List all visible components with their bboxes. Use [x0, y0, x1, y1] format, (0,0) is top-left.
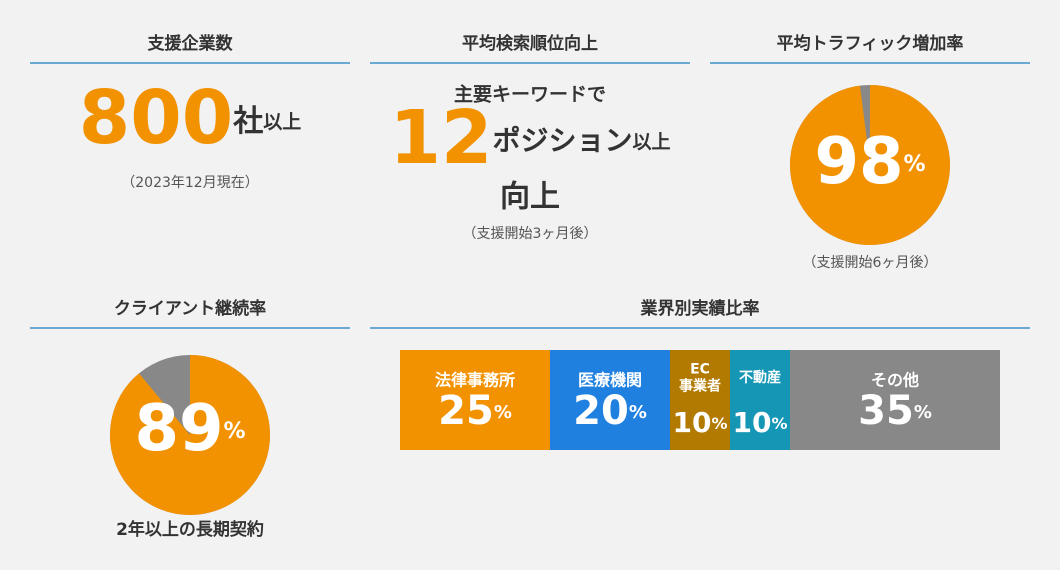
segment-number: 35: [858, 388, 914, 434]
stat-prefix: 主要キーワードで: [454, 84, 606, 106]
stat-title: 平均トラフィック増加率: [777, 33, 964, 54]
segment-label: その他: [871, 371, 919, 390]
stat-suffix: 以上: [263, 111, 301, 133]
segment-unit: %: [711, 414, 727, 433]
bar-segment: [670, 350, 730, 450]
stat-note: （支援開始6ヶ月後）: [803, 255, 938, 271]
stat-suffix: 以上: [632, 131, 670, 153]
stat-unit: 社: [232, 104, 263, 139]
stat-note: 2年以上の長期契約: [116, 519, 264, 540]
segment-value: 35%: [858, 388, 932, 434]
segment-value: 10%: [673, 406, 728, 439]
stat-note: （支援開始3ヶ月後）: [463, 226, 598, 242]
bar-segment: [550, 350, 670, 450]
pie-wedge: [110, 355, 271, 515]
stat-title: クライアント継続率: [114, 298, 266, 319]
section-title: 業界別実績比率: [641, 298, 760, 319]
segment-value: 20%: [573, 388, 647, 434]
segment-label: EC: [690, 362, 710, 378]
stat-title: 平均検索順位向上: [462, 33, 598, 54]
segment-unit: %: [629, 402, 647, 423]
segment-number: 10: [733, 406, 772, 439]
stat-figure: 12ポジション以上: [389, 95, 670, 181]
segment-label: 医療機関: [578, 371, 642, 390]
stat-value: 98: [814, 125, 903, 199]
segment-label: 事業者: [679, 378, 721, 395]
segment-number: 10: [673, 406, 712, 439]
segment-value: 25%: [438, 388, 512, 434]
segment-label: 不動産: [739, 369, 781, 386]
stat-figure: 800社以上: [79, 75, 301, 161]
stat-line2: 向上: [500, 180, 560, 215]
segment-number: 20: [573, 388, 629, 434]
pie-label: 98%: [814, 125, 925, 199]
stat-unit: %: [904, 152, 926, 177]
stat-value: 12: [389, 95, 492, 181]
segment-unit: %: [771, 414, 787, 433]
bar-segment: [790, 350, 1000, 450]
stat-title: 支援企業数: [148, 33, 234, 54]
pie-label: 89%: [134, 392, 245, 466]
stat-value: 800: [79, 75, 233, 161]
stat-unit: ポジション: [492, 124, 632, 157]
stat-note: （2023年12月現在）: [121, 175, 258, 191]
segment-unit: %: [914, 402, 932, 423]
stat-value: 89: [134, 392, 223, 466]
bar-segment: [730, 350, 790, 450]
pie-wedge: [790, 85, 950, 245]
segment-number: 25: [438, 388, 494, 434]
segment-value: 10%: [733, 406, 788, 439]
stat-unit: %: [224, 419, 246, 444]
segment-label: 法律事務所: [435, 371, 515, 390]
segment-unit: %: [494, 402, 512, 423]
bar-segment: [400, 350, 550, 450]
